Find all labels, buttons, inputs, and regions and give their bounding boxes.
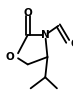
- Text: O: O: [71, 39, 73, 49]
- Text: O: O: [6, 52, 15, 62]
- Text: N: N: [41, 30, 50, 40]
- Text: O: O: [23, 8, 32, 18]
